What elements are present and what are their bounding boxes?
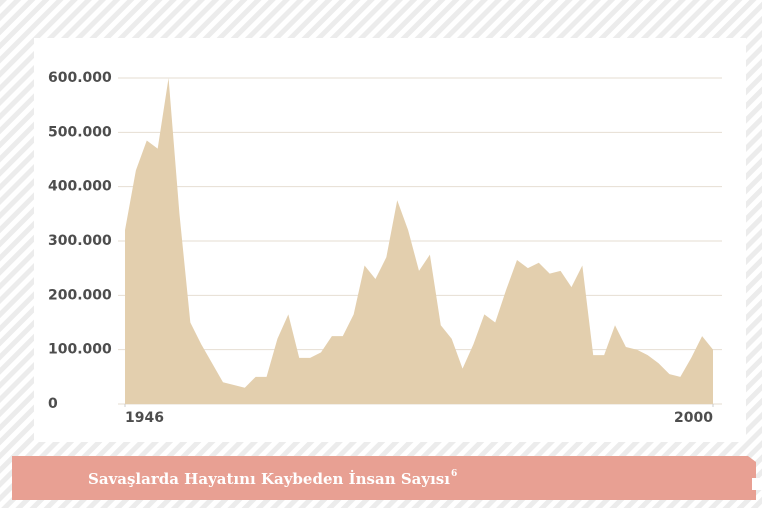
y-tick-label: 0 xyxy=(48,396,58,412)
x-tick-label: 2000 xyxy=(674,410,713,426)
y-tick-label: 200.000 xyxy=(48,287,112,303)
y-tick-label: 500.000 xyxy=(48,124,112,140)
plot: 0 100.000 200.000 300.000 400.000 500.000 600.… xyxy=(48,70,722,426)
y-tick-label: 600.000 xyxy=(48,70,112,86)
caption: Savaşlarda Hayatını Kaybeden İnsan Sayıs… xyxy=(88,469,450,488)
caption-tab xyxy=(752,478,762,490)
y-tick-label: 400.000 xyxy=(48,179,112,195)
caption-bar xyxy=(12,456,756,500)
x-tick-label: 1946 xyxy=(125,410,164,426)
footnote: 6 xyxy=(451,469,457,479)
y-tick-label: 100.000 xyxy=(48,342,112,358)
y-tick-label: 300.000 xyxy=(48,233,112,249)
area xyxy=(125,78,713,404)
